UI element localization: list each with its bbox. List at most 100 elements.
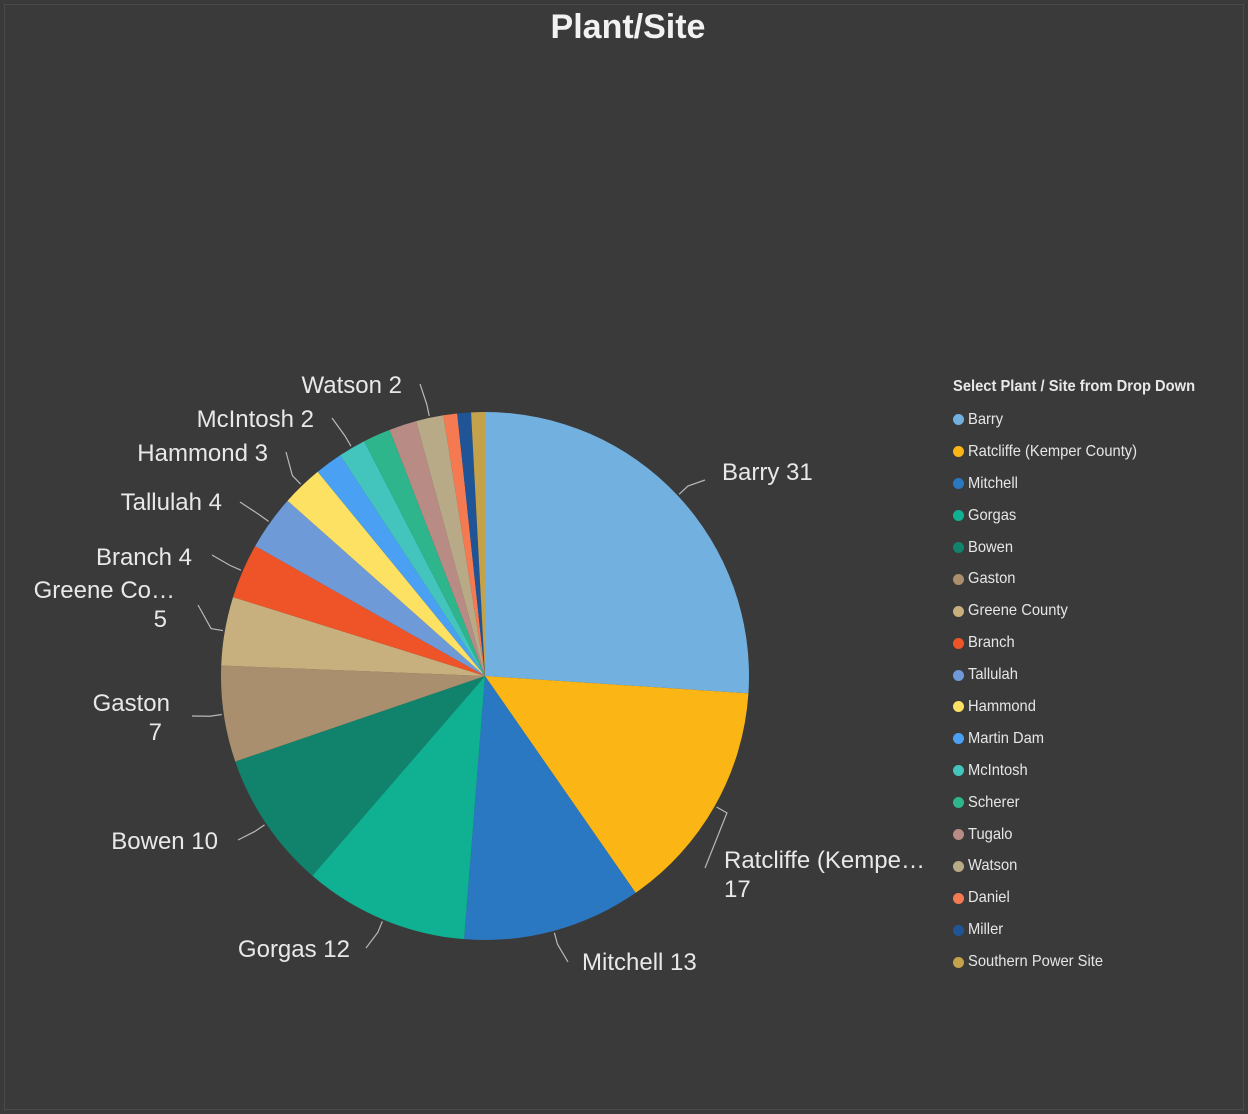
legend-item-southern-power-site[interactable]: Southern Power Site (953, 946, 1216, 978)
legend-swatch (953, 924, 964, 936)
data-label: Watson 2 (302, 372, 403, 399)
legend-swatch (953, 414, 964, 426)
legend-swatch (953, 829, 964, 841)
pie-slice-barry[interactable] (485, 412, 749, 694)
pie-slice-bowen[interactable] (235, 676, 485, 876)
leader-line (211, 554, 242, 571)
legend-swatch (953, 765, 964, 777)
legend-label: Martin Dam (968, 729, 1045, 747)
pie-slice-gaston[interactable] (220, 665, 485, 762)
data-label-value: 7 (149, 719, 162, 746)
legend: Select Plant / Site from Drop Down Barry… (953, 378, 1216, 978)
legend-swatch (953, 669, 964, 681)
leader-line (239, 501, 269, 522)
pie-slice-tugalo[interactable] (389, 421, 485, 676)
legend-item-tallulah[interactable]: Tallulah (953, 659, 1216, 691)
legend-swatch (953, 573, 964, 585)
leader-line (285, 451, 302, 485)
legend-swatch (953, 956, 964, 968)
data-label-value: 17 (724, 876, 751, 903)
legend-item-ratcliffe-kemper-county[interactable]: Ratcliffe (Kemper County) (953, 436, 1216, 468)
pie-slice-scherer[interactable] (364, 429, 485, 676)
legend-label: Hammond (968, 697, 1036, 715)
pie-slice-mitchell[interactable] (464, 676, 636, 940)
legend-item-mitchell[interactable]: Mitchell (953, 468, 1216, 500)
legend-item-tugalo[interactable]: Tugalo (953, 819, 1216, 851)
pie-slice-miller[interactable] (457, 412, 485, 676)
legend-swatch (953, 733, 964, 745)
pie-slice-daniel[interactable] (443, 413, 485, 676)
legend-item-branch[interactable]: Branch (953, 627, 1216, 659)
legend-item-martin-dam[interactable]: Martin Dam (953, 723, 1216, 755)
leader-line (191, 713, 222, 717)
legend-swatch (953, 542, 964, 553)
legend-swatch (953, 892, 964, 904)
legend-label: Daniel (968, 889, 1010, 907)
pie-slice-southern-power-site[interactable] (471, 412, 485, 676)
legend-item-greene-county[interactable]: Greene County (953, 595, 1216, 627)
leader-line (197, 604, 224, 632)
leader-line (678, 479, 706, 495)
data-label: Hammond 3 (137, 440, 268, 467)
legend-label: Tugalo (968, 825, 1013, 843)
legend-label: Bowen (968, 538, 1014, 556)
legend-label: Miller (968, 921, 1004, 939)
data-label: McIntosh 2 (197, 406, 314, 433)
data-label-value: 5 (154, 606, 167, 633)
leader-line (365, 921, 383, 949)
chart-title: Plant/Site (550, 8, 706, 46)
legend-label: Scherer (968, 793, 1020, 811)
data-label: Branch 4 (96, 544, 192, 571)
pie-slice-tallulah[interactable] (255, 500, 485, 676)
legend-label: Tallulah (968, 666, 1018, 684)
leader-line (237, 824, 265, 841)
pie-slice-branch[interactable] (233, 546, 485, 676)
legend-label: Gorgas (968, 506, 1017, 524)
legend-item-mcintosh[interactable]: McIntosh (953, 755, 1216, 787)
legend-item-gaston[interactable]: Gaston (953, 563, 1216, 595)
legend-swatch (953, 605, 964, 617)
leader-line (419, 383, 430, 417)
legend-swatch (953, 478, 964, 490)
legend-label: Mitchell (968, 474, 1018, 492)
pie-slice-hammond[interactable] (287, 471, 485, 676)
pie-slice-ratcliffe-kemper-county[interactable] (485, 676, 749, 893)
leader-line (553, 932, 569, 963)
data-label: Bowen 10 (111, 828, 218, 855)
legend-item-barry[interactable]: Barry (953, 404, 1216, 436)
legend-label: Branch (968, 634, 1015, 652)
data-label: Gorgas 12 (238, 936, 350, 963)
legend-item-gorgas[interactable]: Gorgas (953, 500, 1216, 532)
legend-item-hammond[interactable]: Hammond (953, 691, 1216, 723)
legend-swatch (953, 446, 964, 458)
legend-swatch (953, 637, 964, 649)
pie-slice-mcintosh[interactable] (340, 441, 485, 676)
legend-label: Ratcliffe (Kemper County) (968, 442, 1138, 460)
legend-item-miller[interactable]: Miller (953, 914, 1216, 946)
data-label: Tallulah 4 (121, 489, 222, 516)
legend-item-bowen[interactable]: Bowen (953, 532, 1216, 564)
data-label: Gaston (93, 690, 170, 717)
leader-line (331, 417, 352, 447)
pie-slice-watson[interactable] (416, 415, 485, 676)
legend-label: Barry (968, 410, 1004, 428)
data-label: Barry 31 (722, 459, 813, 486)
legend-swatch (953, 510, 964, 522)
data-label: Greene Co… (34, 577, 175, 604)
data-label: Mitchell 13 (582, 949, 697, 976)
legend-item-daniel[interactable]: Daniel (953, 882, 1216, 914)
leader-line (704, 806, 728, 869)
pie-slice-martin-dam[interactable] (317, 455, 485, 676)
data-label: Ratcliffe (Kempe… (724, 847, 925, 874)
legend-item-watson[interactable]: Watson (953, 850, 1216, 882)
legend-label: McIntosh (968, 761, 1028, 779)
legend-label: Southern Power Site (968, 953, 1104, 971)
legend-swatch (953, 701, 964, 713)
legend-swatch (953, 797, 964, 809)
legend-label: Watson (968, 857, 1018, 875)
legend-label: Gaston (968, 570, 1016, 588)
pie-slice-gorgas[interactable] (312, 676, 485, 940)
pie-slice-greene-county[interactable] (221, 597, 485, 676)
legend-item-scherer[interactable]: Scherer (953, 787, 1216, 819)
